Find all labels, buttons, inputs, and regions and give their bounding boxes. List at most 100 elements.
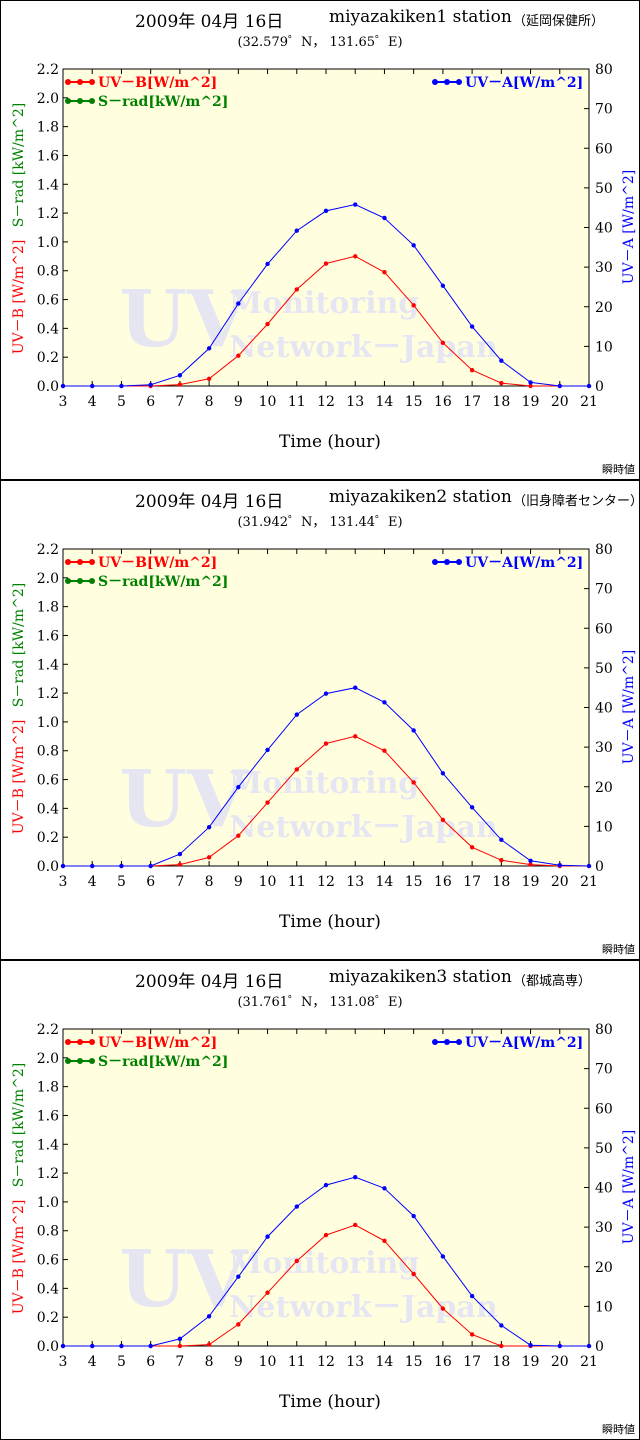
x-tick-label: 15: [405, 1354, 423, 1370]
right-tick-label: 80: [595, 1022, 613, 1038]
right-tick-label: 0: [595, 1339, 604, 1355]
data-point: [411, 1271, 416, 1277]
legend-uvb-marker: [77, 79, 83, 85]
x-tick-label: 15: [405, 394, 423, 410]
station-panel-3: 2009年 04月 16日 miyazakiken3 station （都城高専…: [0, 960, 640, 1440]
x-tick-label: 17: [463, 1354, 481, 1370]
left-tick-label: 1.4: [37, 177, 59, 193]
x-tick-label: 13: [346, 1354, 364, 1370]
right-tick-label: 40: [595, 701, 613, 717]
x-tick-label: 21: [580, 1354, 598, 1370]
data-point: [119, 1343, 124, 1349]
panel-title: 2009年 04月 16日 miyazakiken1 station （延岡保健…: [1, 7, 639, 32]
data-point: [90, 383, 95, 389]
data-point: [236, 784, 241, 790]
left-tick-label: 1.2: [37, 686, 59, 702]
x-axis-title: Time (hour): [279, 912, 381, 932]
legend-uvb-marker: [65, 559, 71, 565]
right-tick-label: 10: [595, 819, 613, 835]
right-tick-label: 70: [595, 1062, 613, 1078]
data-point: [148, 1343, 153, 1349]
data-point: [323, 261, 329, 266]
watermark-line-2: Network－Japan: [229, 1290, 498, 1325]
right-tick-label: 80: [595, 542, 613, 558]
x-tick-label: 14: [376, 394, 394, 410]
data-point: [528, 383, 533, 389]
legend-uvb-label: UV－B[W/m^2]: [98, 1035, 217, 1051]
data-point: [353, 1222, 358, 1228]
x-tick-label: 8: [205, 1354, 214, 1370]
right-tick-label: 70: [595, 102, 613, 118]
panel-coordinates: (31.761゜N， 131.08゜E): [237, 995, 403, 1010]
left-tick-label: 0.6: [37, 1253, 59, 1269]
left-tick-label: 0.4: [37, 1281, 59, 1297]
data-point: [294, 287, 299, 292]
x-tick-label: 8: [205, 394, 214, 410]
left-tick-label: 1.0: [37, 235, 59, 251]
right-tick-label: 60: [595, 141, 613, 157]
watermark-line-2: Network－Japan: [229, 810, 498, 845]
legend-srad-label: S－rad[kW/m^2]: [98, 94, 228, 110]
x-tick-label: 7: [175, 1354, 184, 1370]
right-tick-label: 50: [595, 661, 613, 677]
data-point: [265, 1234, 270, 1239]
data-point: [382, 748, 387, 753]
data-point: [90, 1343, 95, 1349]
panel-footer: 瞬時値: [602, 943, 635, 956]
data-point: [557, 1343, 562, 1349]
x-tick-label: 5: [117, 394, 126, 410]
legend-srad-marker: [77, 578, 83, 584]
x-tick-label: 20: [551, 394, 569, 410]
x-tick-label: 5: [117, 874, 126, 890]
legend-uva-marker: [456, 559, 462, 565]
data-point: [119, 863, 124, 869]
legend-srad-label: S－rad[kW/m^2]: [98, 574, 228, 590]
x-tick-label: 17: [463, 394, 481, 410]
x-tick-label: 12: [317, 874, 335, 890]
right-tick-label: 80: [595, 62, 613, 78]
legend-uva-marker: [432, 79, 438, 85]
y-axis-title-uvb: UV－B [W/m^2]: [11, 1200, 27, 1315]
data-point: [177, 1336, 183, 1342]
data-point: [469, 367, 475, 373]
y-axis-title-uvb: UV－B [W/m^2]: [11, 720, 27, 835]
station-panel-2: 2009年 04月 16日 miyazakiken2 station （旧身障者…: [0, 480, 640, 960]
x-tick-label: 10: [259, 874, 277, 890]
data-point: [586, 863, 592, 869]
data-point: [528, 1343, 533, 1348]
legend-srad-marker: [65, 1058, 71, 1064]
x-tick-label: 3: [59, 394, 68, 410]
x-tick-label: 16: [434, 874, 452, 890]
left-tick-label: 1.0: [37, 1195, 59, 1211]
x-tick-label: 13: [346, 874, 364, 890]
plot-area: [63, 69, 589, 386]
legend-uva-label: UV－A[W/m^2]: [465, 555, 583, 571]
x-tick-label: 18: [492, 394, 510, 410]
x-tick-label: 20: [551, 1354, 569, 1370]
plot-area: [63, 549, 589, 866]
data-point: [353, 734, 358, 739]
data-point: [294, 767, 299, 772]
right-tick-label: 30: [595, 740, 613, 756]
x-tick-label: 19: [522, 1354, 540, 1370]
x-tick-label: 21: [580, 874, 598, 890]
x-tick-label: 14: [376, 1354, 394, 1370]
x-tick-label: 9: [234, 874, 243, 890]
data-point: [177, 373, 183, 378]
data-point: [411, 1213, 416, 1219]
legend-uva-marker: [456, 79, 462, 85]
data-point: [206, 855, 212, 860]
data-point: [323, 1232, 329, 1238]
right-tick-label: 30: [595, 260, 613, 276]
left-tick-label: 0.0: [37, 379, 59, 395]
data-point: [119, 383, 124, 389]
right-tick-label: 50: [595, 1141, 613, 1157]
data-point: [353, 254, 358, 259]
left-tick-label: 1.4: [37, 1137, 59, 1153]
y-axis-title-uvb: UV－B [W/m^2]: [11, 240, 27, 355]
data-point: [382, 269, 387, 275]
data-point: [90, 863, 95, 869]
x-tick-label: 14: [376, 874, 394, 890]
panel-title: 2009年 04月 16日 miyazakiken2 station （旧身障者…: [1, 487, 640, 512]
data-point: [265, 800, 270, 805]
